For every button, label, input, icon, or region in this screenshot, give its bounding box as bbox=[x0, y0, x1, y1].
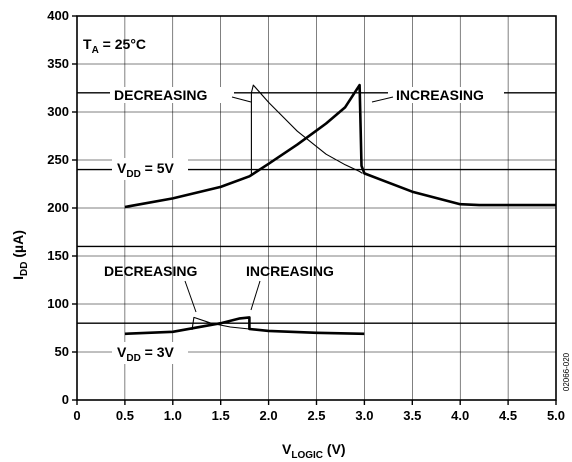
annotation-increasing-top: INCREASING bbox=[396, 87, 484, 103]
annotation-increasing-bottom: INCREASING bbox=[246, 263, 334, 279]
x-tick-label: 0 bbox=[73, 408, 80, 423]
label-bg-decreasing-top bbox=[110, 87, 234, 103]
annotation-vdd3: VDD = 3V bbox=[117, 344, 175, 364]
y-tick-label: 50 bbox=[55, 344, 69, 359]
y-tick-label: 250 bbox=[47, 152, 69, 167]
annotation-decreasing-top: DECREASING bbox=[114, 87, 207, 103]
series bbox=[124, 83, 556, 336]
leader-decreasing-top bbox=[231, 96, 252, 103]
x-tick-label: 0.5 bbox=[116, 408, 134, 423]
series-line-vdd5-decreasing bbox=[250, 84, 363, 177]
plot-frame bbox=[72, 15, 557, 405]
leader-increasing-bottom bbox=[250, 280, 261, 311]
x-tick-label: 1.5 bbox=[212, 408, 230, 423]
leader-decreasing-bottom bbox=[184, 280, 197, 313]
y-tick-label: 100 bbox=[47, 296, 69, 311]
series-line-vdd5-increasing bbox=[124, 83, 556, 209]
y-tick-label: 400 bbox=[47, 8, 69, 23]
annotation-temperature: TA = 25°C bbox=[83, 36, 146, 56]
y-tick-label: 150 bbox=[47, 248, 69, 263]
y-tick-label: 200 bbox=[47, 200, 69, 215]
y-tick-label: 0 bbox=[62, 392, 69, 407]
y-tick-labels: 0 50 100 150 200 250 300 350 400 bbox=[47, 8, 69, 407]
series-line-vdd3-increasing bbox=[124, 316, 365, 336]
annotation-vdd5: VDD = 5V bbox=[117, 160, 175, 180]
series-line-vdd3-decreasing bbox=[191, 316, 250, 330]
x-tick-label: 2.5 bbox=[307, 408, 325, 423]
leader-increasing-top bbox=[371, 96, 394, 103]
x-tick-label: 4.0 bbox=[451, 408, 469, 423]
x-tick-labels: 0 0.5 1.0 1.5 2.0 2.5 3.0 3.5 4.0 4.5 5.0 bbox=[73, 408, 565, 423]
x-tick-label: 4.5 bbox=[499, 408, 517, 423]
label-bg-vdd5 bbox=[112, 158, 188, 180]
y-tick-label: 350 bbox=[47, 56, 69, 71]
y-tick-label: 300 bbox=[47, 104, 69, 119]
x-axis-title: VLOGIC (V) bbox=[282, 441, 346, 461]
x-tick-label: 3.0 bbox=[355, 408, 373, 423]
x-tick-label: 3.5 bbox=[403, 408, 421, 423]
x-tick-label: 1.0 bbox=[164, 408, 182, 423]
y-axis-title: IDD (µA) bbox=[10, 230, 30, 280]
annotation-decreasing-bottom: DECREASING bbox=[104, 263, 197, 279]
label-bg-increasing-top bbox=[388, 87, 504, 103]
x-tick-label: 2.0 bbox=[260, 408, 278, 423]
figure-id: 02066-020 bbox=[562, 352, 571, 391]
label-bg-vdd3 bbox=[112, 342, 188, 364]
x-tick-label: 5.0 bbox=[547, 408, 565, 423]
